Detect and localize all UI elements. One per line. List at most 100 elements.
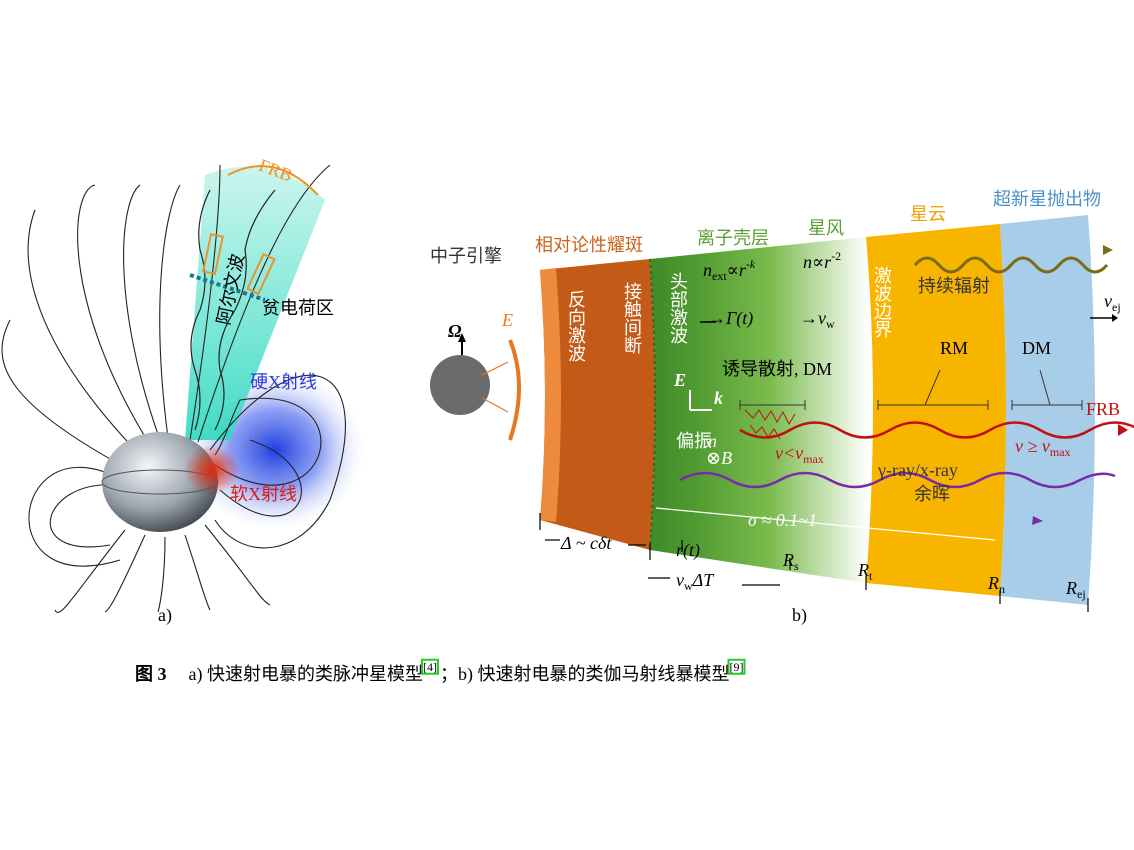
n-label: n	[708, 431, 717, 451]
caption-text: b) 快速射电暴的类伽马射线暴模型	[458, 664, 730, 685]
subscript: max	[803, 452, 824, 466]
reference-box	[727, 658, 746, 675]
dm-scale	[1011, 369, 1083, 410]
contact-boundary	[649, 258, 656, 551]
symbol: n	[803, 252, 812, 272]
subscript: ej	[1077, 587, 1086, 601]
field-line	[204, 524, 271, 606]
reference: [9]	[729, 660, 743, 674]
alfven-wave-line	[190, 189, 211, 431]
persistent-label: 持续辐射	[918, 276, 990, 296]
emission-region	[246, 252, 276, 296]
flare-region	[540, 259, 655, 550]
reverse-shock-layer	[540, 268, 561, 522]
engine-label: 中子引擎	[430, 246, 502, 266]
radius-label: Rs	[782, 550, 799, 573]
superscript: -2	[831, 249, 841, 263]
region-label: 星云	[910, 204, 946, 224]
radius-label: Rej	[1065, 578, 1086, 601]
subscript: ext	[712, 269, 727, 283]
scattered-waves	[744, 409, 796, 440]
symbol: ∝r	[727, 260, 747, 280]
frb-wave	[739, 421, 1134, 439]
vertical-label: 激波边界	[872, 266, 892, 338]
panel-b: 中子引擎 Ω E 相对论性耀斑 离子壳层 星风 星云 超新星抛出物 反向激波 接…	[430, 189, 1134, 626]
persistent-wave	[913, 256, 1109, 274]
field-line	[159, 184, 181, 439]
k-vector-label: k	[714, 388, 723, 408]
radius-ticks	[539, 513, 1089, 612]
ion-shell-region	[650, 237, 873, 583]
field-line	[27, 209, 141, 456]
e-label: E	[501, 310, 513, 330]
figure-number: 图 3	[135, 664, 167, 684]
symbol: R	[782, 550, 794, 570]
symbol: ∝r	[812, 252, 832, 272]
subscript: ej	[1112, 300, 1121, 314]
superscript: -k	[746, 257, 756, 271]
subscript: w	[826, 317, 835, 331]
field-line	[77, 184, 151, 446]
emission-arrow	[481, 361, 509, 376]
reference-box	[420, 658, 439, 675]
radius-label: Rn	[987, 573, 1005, 596]
field-line	[219, 439, 302, 517]
frb-arc	[227, 165, 319, 196]
symbol: v	[676, 570, 684, 590]
region-label: 相对论性耀斑	[535, 235, 643, 255]
region-label: 星风	[808, 218, 844, 238]
subscript: t	[869, 569, 873, 583]
field-line	[28, 467, 121, 567]
panel-a: FRB 阿尔文波 贫电荷区 硬X射线 软X射线 a)	[1, 155, 365, 626]
symbol: R	[987, 573, 999, 593]
panel-label: b)	[792, 605, 807, 626]
rm-scale	[877, 369, 989, 410]
separator: ；	[440, 664, 458, 684]
neutron-engine	[430, 355, 490, 415]
caption-text: a) 快速射电暴的类脉冲星模型	[189, 664, 423, 685]
vertical-label: 头部激波	[668, 272, 688, 344]
velocity-label: v<vmax	[775, 443, 824, 466]
field-line	[104, 534, 146, 613]
scattering-scale	[739, 400, 806, 410]
vertical-label: 反向激波	[566, 290, 586, 362]
b-field-label: ⊗B	[706, 448, 732, 468]
emission-region	[201, 232, 225, 276]
radius-label: Rt	[857, 560, 873, 583]
sigma-label: σ ≈ 0.1~1	[748, 510, 817, 530]
radius-label: r(t)	[676, 540, 700, 561]
symbol: v ≥ v	[1015, 436, 1050, 456]
soft-xray-label: 软X射线	[230, 484, 297, 504]
scattering-label: 诱导散射, DM	[722, 359, 832, 379]
omega-label: Ω	[448, 321, 462, 341]
delta-label: Δ ~ cδt	[560, 533, 612, 553]
subscript: max	[1050, 445, 1071, 459]
arrow-head	[1032, 516, 1043, 525]
charge-depleted-label: 贫电荷区	[262, 298, 334, 318]
region-label: 离子壳层	[697, 228, 769, 248]
arrow-head	[458, 333, 466, 342]
panel-label: a)	[158, 605, 172, 626]
ejecta-region	[1000, 215, 1095, 605]
field-line	[54, 529, 126, 613]
soft-xray-glow	[184, 445, 240, 495]
arrow-head	[1103, 245, 1113, 255]
alfven-wave-line	[214, 189, 276, 431]
symbol: R	[1065, 578, 1077, 598]
symbol: v	[818, 308, 826, 328]
e-front	[508, 339, 521, 441]
symbol: R	[857, 560, 869, 580]
symbol: v	[1104, 291, 1112, 311]
symbol: ΔT	[692, 570, 716, 590]
field-line	[209, 374, 346, 549]
afterglow-label: γ-ray/x-ray	[877, 460, 958, 480]
field-line	[123, 184, 161, 441]
vw-dt-label: vwΔT	[676, 570, 715, 593]
field-line	[1, 319, 131, 471]
vertical-label: 接触间断	[622, 282, 642, 354]
lorentz-label: →Γ(t)	[708, 308, 753, 329]
subscript: n	[999, 582, 1005, 596]
arrow-head	[1112, 314, 1118, 322]
nebula-region	[866, 224, 1006, 596]
